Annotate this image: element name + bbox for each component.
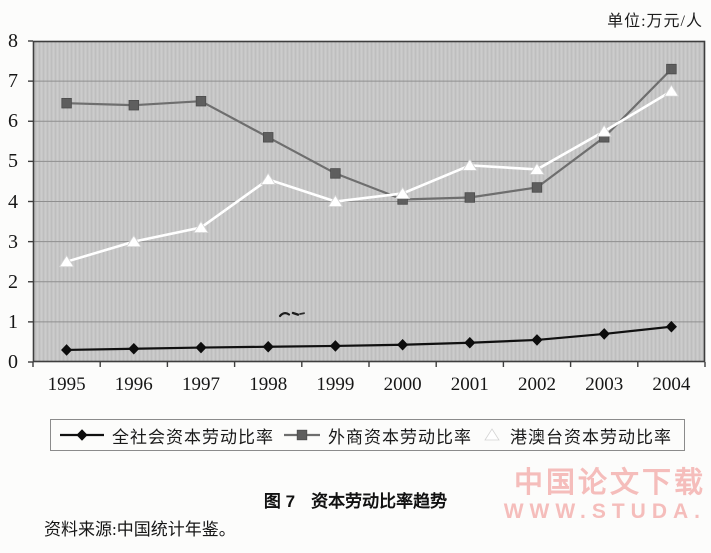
figure-caption: 图 7 资本劳动比率趋势 <box>0 487 711 512</box>
y-tick-label: 0 <box>8 351 18 373</box>
y-tick-label: 6 <box>8 110 18 133</box>
x-tick-label: 1999 <box>316 374 355 395</box>
plot-area <box>28 40 706 367</box>
chart-legend: 全社会资本劳动比率 外商资本劳动比率 港澳台资本劳动比率 <box>50 419 685 451</box>
legend-label: 外商资本劳动比率 <box>328 427 472 447</box>
triangle-legend-icon <box>484 428 500 441</box>
y-tick-label: 4 <box>8 190 18 213</box>
square-line-legend-icon <box>284 429 320 441</box>
x-tick-label: 2004 <box>652 374 691 395</box>
x-tick-label: 1996 <box>114 374 153 395</box>
legend-item-hk-macau-taiwan: 港澳台资本劳动比率 <box>481 423 672 448</box>
legend-item-whole-society: 全社会资本劳动比率 <box>59 423 274 448</box>
y-tick-label: 3 <box>8 230 18 253</box>
x-tick-label: 1997 <box>182 374 220 395</box>
y-tick-label: 8 <box>8 30 18 52</box>
x-tick-label: 2001 <box>450 374 489 395</box>
y-tick-label: 7 <box>8 70 18 93</box>
y-tick-label: 5 <box>8 150 18 173</box>
x-tick-label: 2003 <box>585 374 624 395</box>
figure-title: 资本劳动比率趋势 <box>311 492 448 511</box>
x-tick-label: 1995 <box>47 374 86 395</box>
x-tick-label: 2002 <box>518 374 556 395</box>
diamond-line-legend-icon <box>60 429 104 441</box>
unit-label: 单位:万元/人 <box>607 13 703 30</box>
x-tick-label: 1998 <box>249 374 288 395</box>
legend-label: 全社会资本劳动比率 <box>112 427 274 447</box>
y-tick-label: 1 <box>8 310 18 333</box>
ink-smudge <box>278 311 305 318</box>
source-note: 资料来源:中国统计年鉴。 <box>44 520 236 539</box>
legend-label: 港澳台资本劳动比率 <box>510 427 672 447</box>
legend-item-foreign: 外商资本劳动比率 <box>283 423 472 448</box>
y-tick-label: 2 <box>8 270 18 293</box>
x-tick-label: 2000 <box>383 374 422 395</box>
figure-number: 图 7 <box>263 492 296 511</box>
